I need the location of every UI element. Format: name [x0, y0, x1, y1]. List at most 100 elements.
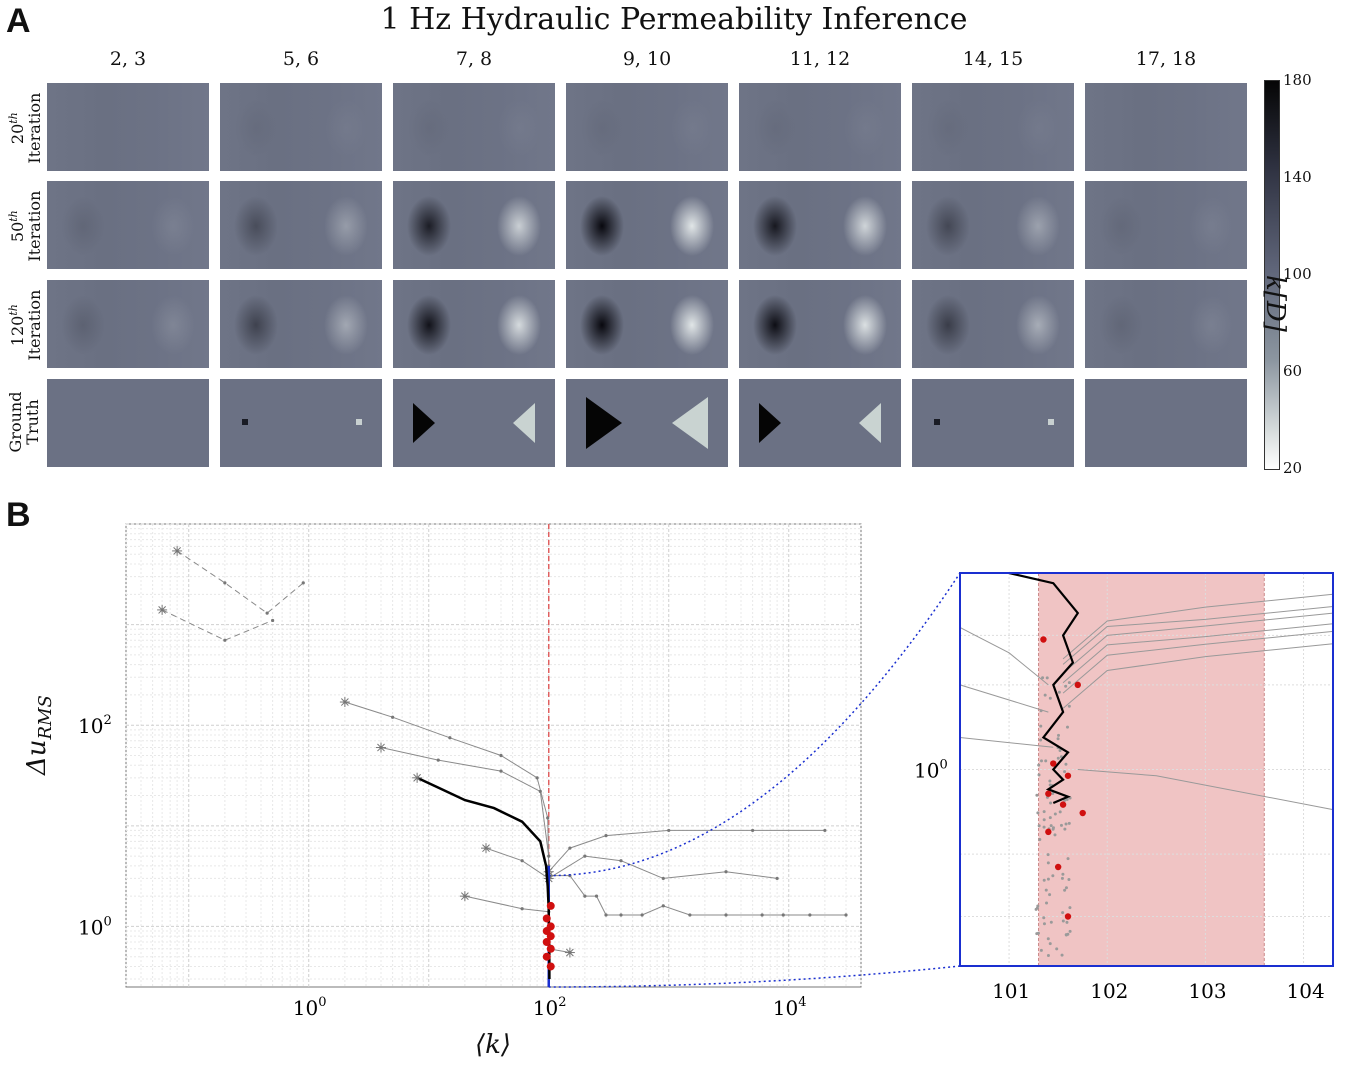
inset-scatter-point: [1056, 737, 1060, 741]
inset-scatter-point: [1045, 676, 1049, 680]
other-run-point: [604, 913, 608, 917]
inset-scatter-point: [1058, 749, 1062, 753]
other-run-point: [301, 581, 305, 585]
inset-red-point: [1045, 790, 1052, 797]
inset-scatter-point: [1067, 681, 1071, 685]
inset-other-run: [1062, 630, 1334, 694]
other-run-line: [548, 875, 846, 916]
other-run-point: [823, 828, 827, 833]
inset-red-point: [1045, 828, 1052, 836]
heatmap-cell: [220, 181, 382, 269]
inset-scatter-point: [1039, 738, 1043, 742]
inset-scatter-point: [1048, 942, 1052, 946]
inset-frame: [959, 572, 1334, 967]
inset-scatter-point: [1044, 888, 1048, 892]
run-start-marker: [481, 843, 492, 854]
inset-other-run: [1062, 643, 1334, 709]
inset-scatter-point: [1060, 876, 1064, 880]
inset-scatter-point: [1057, 733, 1061, 737]
heatmap-cell: [912, 181, 1074, 269]
ground-truth-shapes: [586, 397, 708, 449]
inset-scatter-point: [1042, 922, 1046, 926]
inset-scatter-point: [1046, 937, 1050, 941]
inset-scatter-point: [1045, 901, 1049, 905]
heatmap-cell: [912, 379, 1074, 467]
inset-scatter-point: [1037, 824, 1041, 828]
inset-scatter-point: [1057, 690, 1061, 694]
other-run-point: [808, 913, 812, 917]
run-start-marker: [564, 947, 575, 958]
inset-scatter-point: [1049, 920, 1053, 924]
ground-truth-shapes: [759, 403, 881, 443]
convergence-point: [546, 901, 555, 910]
inset-scatter-point: [1046, 954, 1050, 958]
other-run-point: [688, 913, 692, 917]
heatmap-cell: [912, 83, 1074, 171]
inset-scatter-point: [1063, 770, 1067, 774]
inset-scatter-point: [1039, 759, 1043, 763]
other-run-point: [583, 854, 587, 858]
gt-low-k-shape: [859, 403, 881, 443]
heatmap-cell: [739, 379, 901, 467]
inset-scatter-point: [1059, 755, 1063, 759]
other-run-point: [751, 828, 755, 833]
other-run-point: [775, 876, 779, 881]
other-run-point: [640, 913, 644, 917]
heatmap-cell: [566, 181, 728, 269]
main-run-start-marker: [412, 772, 423, 783]
other-run-point: [391, 715, 395, 719]
other-run-point: [781, 913, 785, 917]
colorbar: [1264, 80, 1280, 470]
inset-main-run: [1008, 571, 1080, 805]
other-run-point: [619, 859, 623, 863]
inset-scatter-point: [1042, 825, 1046, 829]
inset-scatter-point: [1044, 759, 1048, 763]
inset-other-run: [1062, 623, 1334, 684]
inset-scatter-point: [1056, 756, 1060, 760]
inset-scatter-point: [1055, 947, 1059, 951]
heatmap-cell: [1085, 83, 1247, 171]
column-label: 11, 12: [789, 48, 851, 70]
inset-scatter-point: [1039, 724, 1043, 728]
x-tick-label: 104: [773, 995, 807, 1020]
x-axis-label: ⟨k⟩: [475, 1030, 512, 1060]
inset-red-point: [1054, 863, 1062, 871]
inset-scatter-point: [1051, 792, 1055, 796]
heatmap-cell: [566, 379, 728, 467]
inset-scatter-point: [1051, 874, 1055, 878]
inset-scatter-point: [1053, 833, 1057, 837]
other-run-point: [223, 581, 227, 585]
column-label: 9, 10: [622, 48, 672, 70]
gt-low-k-shape: [513, 403, 535, 443]
gt-high-k-shape: [413, 403, 435, 443]
other-run-point: [661, 876, 665, 881]
other-run-point: [667, 828, 671, 833]
y-tick-label: 102: [78, 713, 112, 738]
inset-other-run: [959, 736, 1054, 748]
inset-scatter-point: [1061, 872, 1065, 876]
other-run-point: [271, 618, 275, 623]
inset-scatter-point: [1065, 920, 1069, 924]
run-start-marker: [339, 697, 350, 708]
inset-scatter-point: [1065, 725, 1069, 729]
inset-scatter-point: [1059, 823, 1063, 827]
heatmap-cell: [566, 83, 728, 171]
inset-x-tick-label: 104: [1287, 979, 1325, 1003]
inset-scatter-point: [1042, 916, 1046, 920]
run-start-marker: [172, 545, 183, 556]
row-label: Ground Truth: [6, 391, 42, 453]
heatmap-cell: [1085, 379, 1247, 467]
inset-red-point: [1074, 681, 1081, 689]
heatmap-cell: [47, 280, 209, 368]
inset-connector-bottom: [548, 965, 961, 988]
other-run-point: [724, 870, 728, 874]
other-run-point: [661, 904, 665, 908]
other-run-point: [546, 816, 550, 820]
inset-scatter-point: [1036, 931, 1040, 935]
convergence-point: [542, 914, 551, 923]
y-tick-label: 100: [78, 914, 112, 939]
heatmap-cell: [566, 280, 728, 368]
inset-scatter-point: [1042, 810, 1046, 814]
other-run-point: [520, 907, 524, 911]
inset-scatter-point: [1041, 676, 1045, 680]
